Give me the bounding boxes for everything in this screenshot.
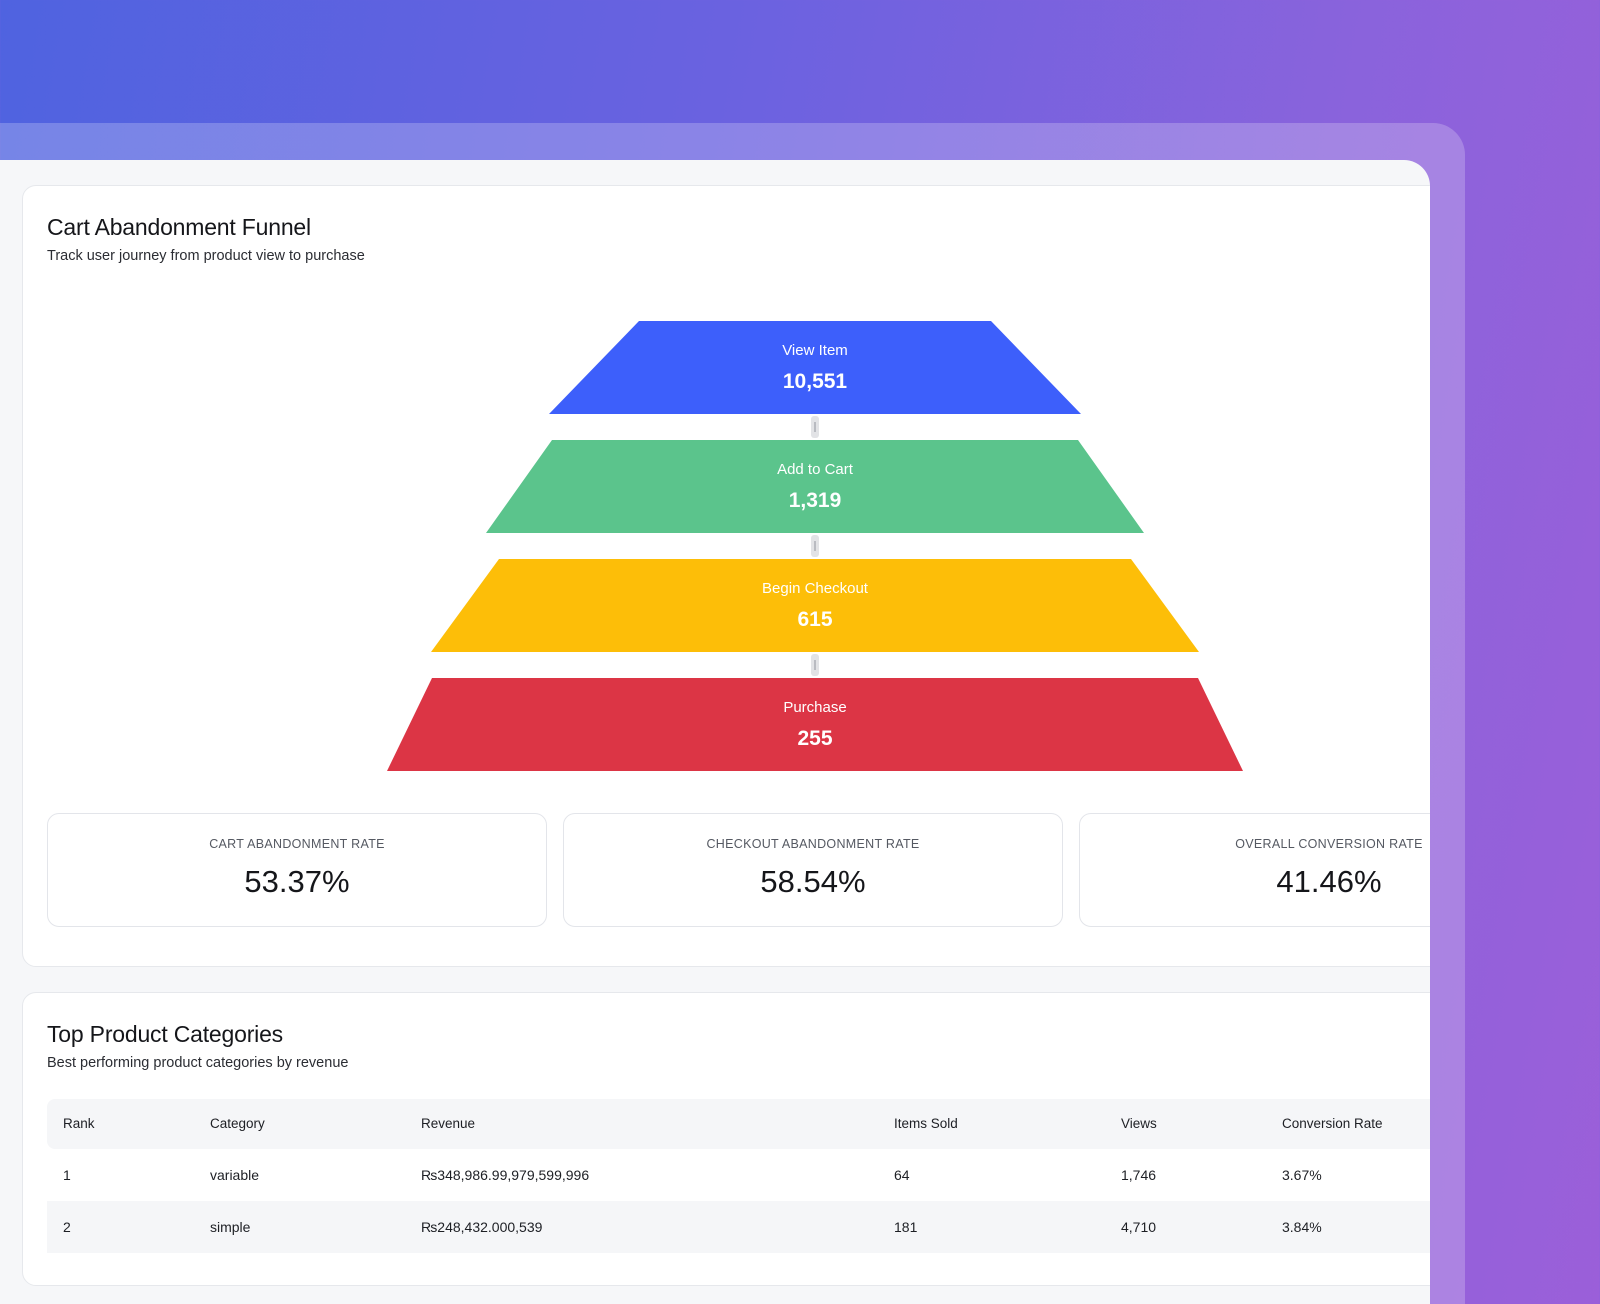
funnel-stage-value: 615 xyxy=(797,608,832,631)
funnel-card: Cart Abandonment Funnel Track user journ… xyxy=(22,185,1430,967)
cell-views: 4,710 xyxy=(1121,1219,1157,1235)
categories-table: Rank Category Revenue Items Sold Views C… xyxy=(47,1099,1430,1253)
funnel-stage-value: 10,551 xyxy=(783,370,848,393)
metric-value: 53.37% xyxy=(244,864,350,899)
metric-label: OVERALL CONVERSION RATE xyxy=(1235,837,1423,851)
cell-rank: 2 xyxy=(63,1219,71,1235)
funnel-stage-begin-checkout xyxy=(431,559,1199,652)
metric-value: 58.54% xyxy=(760,864,866,899)
funnel-subtitle: Track user journey from product view to … xyxy=(47,248,365,264)
funnel-stage-label: View Item xyxy=(782,342,848,359)
column-header-views[interactable]: Views xyxy=(1121,1116,1157,1131)
column-header-category[interactable]: Category xyxy=(210,1116,265,1131)
cell-conversion-rate: 3.84% xyxy=(1282,1219,1322,1235)
metric-checkout-abandonment: CHECKOUT ABANDONMENT RATE 58.54% xyxy=(563,813,1063,927)
funnel-stage-value: 1,319 xyxy=(789,489,842,512)
funnel-stage-view-item xyxy=(549,321,1081,414)
funnel-stage-purchase xyxy=(387,678,1243,771)
metric-label: CART ABANDONMENT RATE xyxy=(209,837,385,851)
table-row: 2 simple ₨248,432.000,539 181 4,710 3.84… xyxy=(47,1201,1430,1253)
cell-rank: 1 xyxy=(63,1167,71,1183)
funnel-stage-add-to-cart xyxy=(486,440,1144,533)
funnel-stage-label: Add to Cart xyxy=(777,461,854,478)
funnel-stage-value: 255 xyxy=(797,727,832,750)
column-header-items-sold[interactable]: Items Sold xyxy=(894,1116,958,1131)
cell-revenue: ₨348,986.99,979,599,996 xyxy=(421,1167,590,1183)
metric-cart-abandonment: CART ABANDONMENT RATE 53.37% xyxy=(47,813,547,927)
funnel-stage-label: Begin Checkout xyxy=(762,580,869,597)
funnel-chart: View Item 10,551 Add to Cart 1,319 Begin Che… xyxy=(387,321,1243,771)
metric-label: CHECKOUT ABANDONMENT RATE xyxy=(706,837,920,851)
app-window: Cart Abandonment Funnel Track user journ… xyxy=(0,160,1430,1304)
table-header: Rank Category Revenue Items Sold Views C… xyxy=(47,1099,1430,1149)
cell-items-sold: 64 xyxy=(894,1167,910,1183)
cell-revenue: ₨248,432.000,539 xyxy=(421,1219,543,1235)
metric-value: 41.46% xyxy=(1276,864,1382,899)
categories-subtitle: Best performing product categories by re… xyxy=(47,1055,349,1071)
column-header-rank[interactable]: Rank xyxy=(63,1116,95,1131)
categories-title: Top Product Categories xyxy=(47,1021,283,1047)
cell-category: simple xyxy=(210,1219,251,1235)
cell-conversion-rate: 3.67% xyxy=(1282,1167,1322,1183)
cell-category: variable xyxy=(210,1167,260,1183)
column-header-revenue[interactable]: Revenue xyxy=(421,1116,476,1131)
categories-card: Top Product Categories Best performing p… xyxy=(22,992,1430,1286)
cell-items-sold: 181 xyxy=(894,1219,918,1235)
metric-overall-conversion: OVERALL CONVERSION RATE 41.46% xyxy=(1079,813,1430,927)
funnel-title: Cart Abandonment Funnel xyxy=(47,214,311,240)
cell-views: 1,746 xyxy=(1121,1167,1157,1183)
column-header-conversion-rate[interactable]: Conversion Rate xyxy=(1282,1116,1383,1131)
table-row: 1 variable ₨348,986.99,979,599,996 64 1,… xyxy=(47,1149,1430,1201)
funnel-stage-label: Purchase xyxy=(783,699,846,716)
